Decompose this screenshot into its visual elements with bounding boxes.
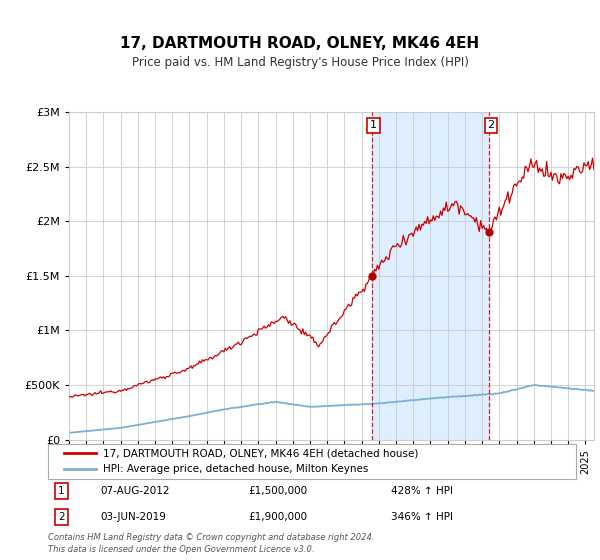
Text: Contains HM Land Registry data © Crown copyright and database right 2024.
This d: Contains HM Land Registry data © Crown c… bbox=[48, 533, 374, 554]
Text: 1: 1 bbox=[58, 486, 65, 496]
Text: 2: 2 bbox=[488, 120, 494, 130]
Bar bbox=[372, 112, 490, 440]
Text: £1,500,000: £1,500,000 bbox=[248, 486, 308, 496]
Text: 2: 2 bbox=[58, 512, 65, 522]
Text: 17, DARTMOUTH ROAD, OLNEY, MK46 4EH (detached house): 17, DARTMOUTH ROAD, OLNEY, MK46 4EH (det… bbox=[103, 448, 419, 458]
Text: 07-AUG-2012: 07-AUG-2012 bbox=[101, 486, 170, 496]
Text: 03-JUN-2019: 03-JUN-2019 bbox=[101, 512, 167, 522]
Text: 1: 1 bbox=[370, 120, 377, 130]
Text: 428% ↑ HPI: 428% ↑ HPI bbox=[391, 486, 453, 496]
Text: HPI: Average price, detached house, Milton Keynes: HPI: Average price, detached house, Milt… bbox=[103, 464, 369, 474]
FancyBboxPatch shape bbox=[48, 444, 576, 479]
Text: 346% ↑ HPI: 346% ↑ HPI bbox=[391, 512, 453, 522]
Text: £1,900,000: £1,900,000 bbox=[248, 512, 308, 522]
Text: Price paid vs. HM Land Registry's House Price Index (HPI): Price paid vs. HM Land Registry's House … bbox=[131, 56, 469, 69]
Text: 17, DARTMOUTH ROAD, OLNEY, MK46 4EH: 17, DARTMOUTH ROAD, OLNEY, MK46 4EH bbox=[121, 36, 479, 52]
